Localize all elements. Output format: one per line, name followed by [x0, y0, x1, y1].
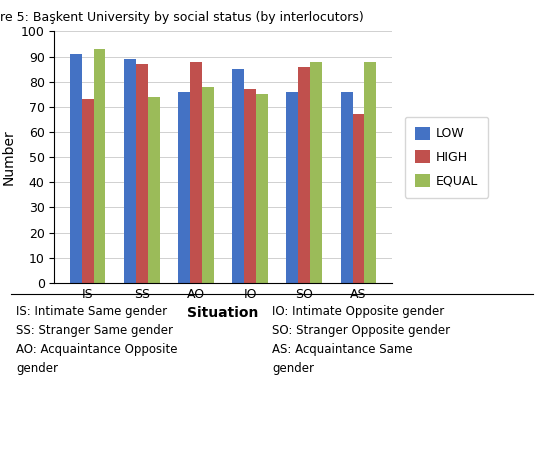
Bar [190, 62, 202, 283]
Bar [82, 99, 94, 283]
Bar [94, 49, 106, 283]
Text: IS: Intimate Same gender
SS: Stranger Same gender
AO: Acquaintance Opposite
gend: IS: Intimate Same gender SS: Stranger Sa… [16, 305, 178, 375]
Bar [136, 64, 148, 283]
Bar [341, 92, 353, 283]
Bar [256, 94, 268, 283]
Bar [148, 97, 159, 283]
Legend: LOW, HIGH, EQUAL: LOW, HIGH, EQUAL [405, 117, 489, 198]
Bar [298, 66, 310, 283]
Bar [353, 114, 364, 283]
Text: IO: Intimate Opposite gender
SO: Stranger Opposite gender
AS: Acquaintance Same
: IO: Intimate Opposite gender SO: Strange… [272, 305, 450, 375]
Bar [364, 62, 376, 283]
Bar [310, 62, 322, 283]
X-axis label: Situation: Situation [187, 306, 259, 320]
Y-axis label: Number: Number [1, 129, 15, 185]
Bar [70, 54, 82, 283]
Bar [178, 92, 190, 283]
Bar [202, 87, 214, 283]
Bar [232, 69, 244, 283]
Bar [124, 59, 136, 283]
Text: re 5: Başkent University by social status (by interlocutors): re 5: Başkent University by social statu… [0, 11, 364, 24]
Bar [244, 89, 256, 283]
Bar [287, 92, 298, 283]
